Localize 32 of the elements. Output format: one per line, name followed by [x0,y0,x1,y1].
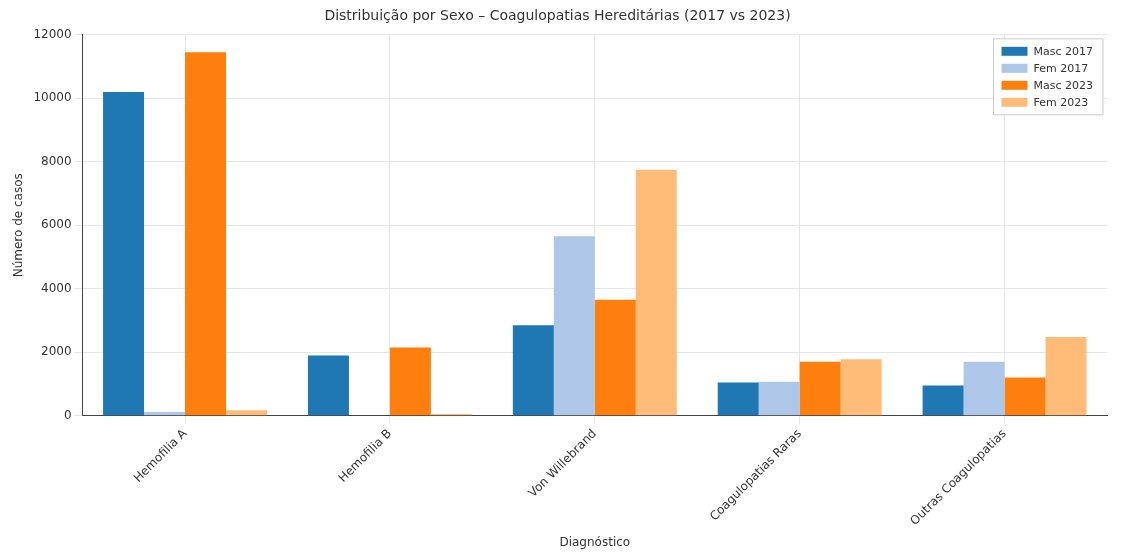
y-tick-label: 10000 [33,90,72,105]
legend-label: Masc 2023 [1033,78,1094,92]
bar [840,359,882,416]
y-axis-title: Número de casos [11,173,26,278]
y-tick-label: 4000 [41,280,72,295]
bar [1045,336,1087,416]
bar [922,385,964,416]
y-tick-label: 12000 [33,26,72,41]
bar [512,325,554,416]
bar [185,52,226,416]
legend-label: Masc 2017 [1033,44,1094,58]
bar [225,410,267,416]
bar [758,381,800,416]
bar [553,236,595,416]
y-tick-label: 6000 [41,217,72,232]
bar [635,169,677,416]
bar [717,382,759,416]
x-axis-title: Diagnóstico [559,534,631,549]
legend-label: Fem 2023 [1033,95,1089,109]
legend-label: Fem 2017 [1033,61,1089,75]
y-tick-label: 2000 [41,344,72,359]
chart-title: Distribuição por Sexo – Coagulopatias Hereditárias (2017 vs 2023) [324,7,791,24]
bar [594,299,636,416]
bar [144,411,186,416]
bar [963,361,1005,416]
bar [389,347,431,416]
bar [799,361,841,416]
bar [307,355,349,416]
y-tick-label: 0 [63,407,72,422]
bar [103,91,145,416]
y-tick-label: 8000 [41,153,72,168]
bar [1004,377,1046,416]
